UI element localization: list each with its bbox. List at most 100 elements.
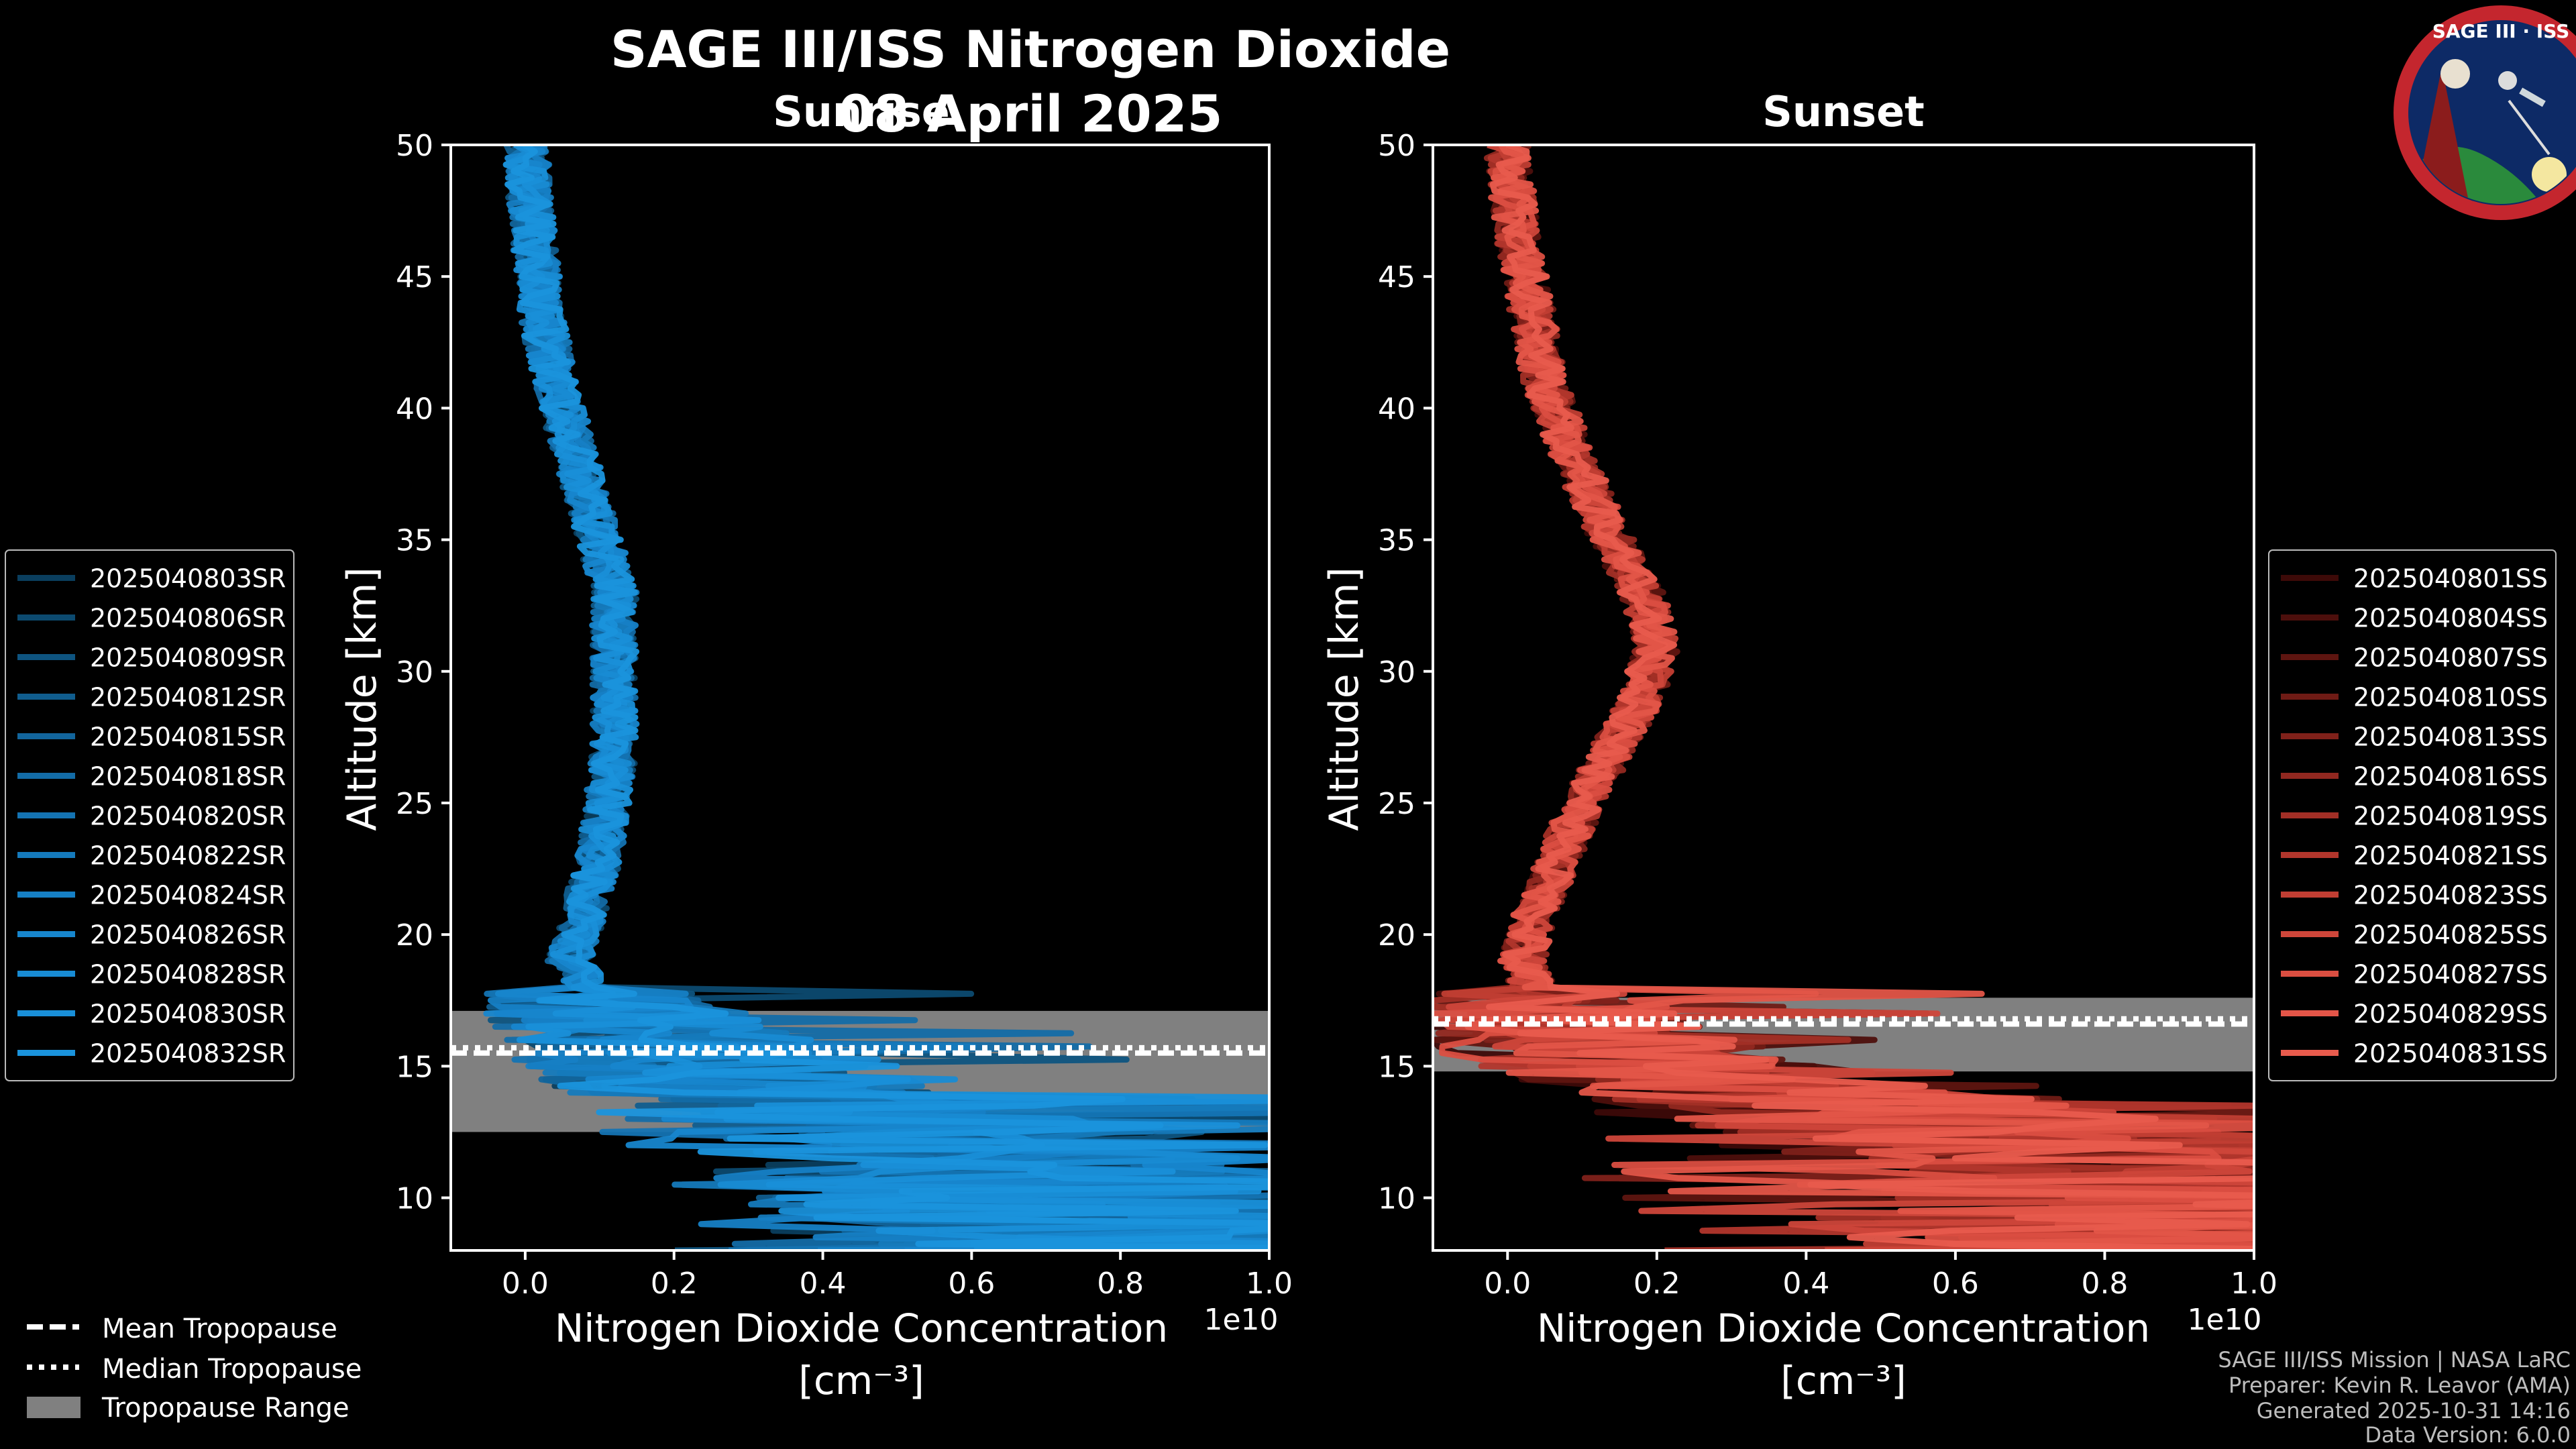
sunrise-profile-line [504, 145, 1269, 1250]
sunset-legend-label: 2025040804SS [2353, 604, 2548, 633]
sunset-ytick-label: 40 [1378, 392, 1415, 426]
sunset-ylabel: Altitude [km] [1321, 567, 1368, 831]
sunset-legend-label: 2025040813SS [2353, 722, 2548, 752]
sunset-ytick-label: 45 [1378, 260, 1415, 294]
sunrise-xlabel: Nitrogen Dioxide Concentration [555, 1305, 1168, 1351]
logo-sightline-icon [2508, 99, 2551, 156]
sunrise-legend-label: 2025040815SR [90, 722, 286, 752]
sunrise-ytick-label: 40 [396, 392, 433, 426]
sunrise-xtick-label: 0.8 [1097, 1267, 1144, 1301]
sunrise-xtick-label: 0.2 [651, 1267, 698, 1301]
sunset-legend-label: 2025040821SS [2353, 841, 2548, 871]
sunrise-profile-line [502, 145, 1269, 1250]
sunset-legend-label: 2025040827SS [2353, 960, 2548, 989]
sunset-legend-label: 2025040801SS [2353, 564, 2548, 594]
sunset-profile-line [1486, 145, 2254, 1250]
sunset-legend-label: 2025040823SS [2353, 881, 2548, 910]
sunrise-ytick-label: 15 [396, 1050, 433, 1084]
sunrise-ytick-label: 10 [396, 1182, 433, 1216]
sunset-profiles [1433, 145, 2254, 1250]
sunrise-panel-title: Sunrise [773, 87, 950, 136]
sunrise-legend-label: 2025040809SR [90, 643, 286, 673]
sunset-xtick-label: 1.0 [2231, 1267, 2277, 1301]
sunset-legend: 2025040801SS 2025040804SS 2025040807SS 2025… [2268, 549, 2557, 1081]
credit-mission: SAGE III/ISS Mission | NASA LaRC [2218, 1347, 2571, 1373]
logo-sun-icon [2532, 157, 2567, 192]
sunrise-legend-label: 2025040822SR [90, 841, 286, 871]
figure-date: 08 April 2025 [838, 84, 1222, 144]
sunset-legend-label: 2025040810SS [2353, 683, 2548, 712]
sunrise-legend-label: 2025040832SR [90, 1039, 286, 1069]
tropopause-legend: Mean Tropopause Median Tropopause Tropop… [27, 1313, 362, 1424]
sunset-ytick-label: 15 [1378, 1050, 1415, 1084]
credits: SAGE III/ISS Mission | NASA LaRC Prepare… [2218, 1347, 2571, 1448]
sunrise-plot: 10 15 20 25 30 35 40 45 50 0.0 0.2 0.4 0.6 0.8 1.0 [396, 129, 1293, 1301]
sunset-legend-label: 2025040816SS [2353, 762, 2548, 792]
sunrise-legend-label: 2025040818SR [90, 762, 286, 792]
sunset-xtick-label: 0.4 [1782, 1267, 1829, 1301]
sunset-profile-line [1437, 145, 2254, 1250]
sunrise-ytick-label: 20 [396, 918, 433, 953]
mean-tropopause-label: Mean Tropopause [102, 1313, 337, 1344]
sunrise-legend-label: 2025040826SR [90, 920, 286, 950]
sunset-legend-label: 2025040807SS [2353, 643, 2548, 673]
sunrise-ylabel: Altitude [km] [339, 567, 386, 831]
sunrise-xtick-label: 1.0 [1246, 1267, 1293, 1301]
sunset-xscale-label: 1e10 [2187, 1303, 2261, 1337]
logo-iss-icon [2519, 87, 2546, 107]
sunrise-xunit: [cm⁻³] [798, 1358, 924, 1403]
sunrise-profile-line [483, 145, 1269, 1250]
sage-iii-iss-logo: SAGE III · ISS [2394, 5, 2576, 220]
sunrise-xtick-label: 0.6 [948, 1267, 995, 1301]
sunrise-legend-label: 2025040803SR [90, 564, 286, 594]
sunrise-legend-label: 2025040828SR [90, 960, 286, 989]
logo-moon-icon [2498, 71, 2517, 90]
sunrise-ytick-label: 45 [396, 260, 433, 294]
sunset-ytick-label: 10 [1378, 1182, 1415, 1216]
sunset-legend-label: 2025040819SS [2353, 802, 2548, 831]
sunrise-ytick-label: 50 [396, 129, 433, 163]
credit-preparer: Preparer: Kevin R. Leavor (AMA) [2229, 1373, 2571, 1398]
sunset-ytick-label: 50 [1378, 129, 1415, 163]
sunrise-xtick-label: 0.0 [502, 1267, 549, 1301]
sunset-legend-label: 2025040831SS [2353, 1039, 2548, 1069]
sunset-panel-title: Sunset [1762, 87, 1925, 136]
sunset-xtick-label: 0.6 [1932, 1267, 1979, 1301]
sunrise-legend-label: 2025040830SR [90, 1000, 286, 1029]
sunrise-axes-frame [449, 144, 1271, 1252]
sunrise-ytick-label: 30 [396, 655, 433, 690]
sunrise-xscale-label: 1e10 [1203, 1303, 1278, 1337]
sunset-xtick-label: 0.8 [2081, 1267, 2128, 1301]
sunrise-ytick-label: 25 [396, 787, 433, 821]
sunset-legend-label: 2025040829SS [2353, 1000, 2548, 1029]
sunset-axes-frame [1432, 144, 2255, 1252]
figure-title: SAGE III/ISS Nitrogen Dioxide [610, 19, 1450, 79]
sunset-xtick-label: 0.0 [1484, 1267, 1531, 1301]
sunset-xlabel: Nitrogen Dioxide Concentration [1537, 1305, 2150, 1351]
sunrise-legend-label: 2025040824SR [90, 881, 286, 910]
sunrise-legend-label: 2025040820SR [90, 802, 286, 831]
sunset-ytick-label: 30 [1378, 655, 1415, 690]
sunset-plot: 10 15 20 25 30 35 40 45 50 0.0 0.2 0.4 0.6 0.8 1.0 [1378, 129, 2277, 1301]
sunset-legend-label: 2025040825SS [2353, 920, 2548, 950]
sunrise-legend-label: 2025040812SR [90, 683, 286, 712]
sunrise-legend-label: 2025040806SR [90, 604, 286, 633]
sunset-legend-box [2268, 549, 2557, 1081]
logo-figure-robe-icon [2415, 67, 2469, 201]
sunset-ytick-label: 35 [1378, 524, 1415, 558]
median-tropopause-label: Median Tropopause [102, 1354, 362, 1385]
credit-generated: Generated 2025-10-31 14:16 [2257, 1398, 2571, 1424]
logo-figure-head-icon [2440, 59, 2470, 89]
sunrise-xtick-label: 0.4 [800, 1267, 847, 1301]
sunset-ytick-label: 20 [1378, 918, 1415, 953]
sunrise-ytick-label: 35 [396, 524, 433, 558]
logo-name: SAGE III · ISS [2432, 20, 2570, 42]
sunset-ytick-label: 25 [1378, 787, 1415, 821]
sunset-xunit: [cm⁻³] [1780, 1358, 1907, 1403]
sunrise-profiles [483, 145, 1269, 1250]
credit-data-version: Data Version: 6.0.0 [2365, 1422, 2571, 1448]
tropopause-range-swatch [27, 1397, 80, 1418]
sunset-xtick-label: 0.2 [1633, 1267, 1680, 1301]
sunrise-legend: 2025040803SR 2025040806SR 2025040809SR 2025… [5, 549, 294, 1081]
